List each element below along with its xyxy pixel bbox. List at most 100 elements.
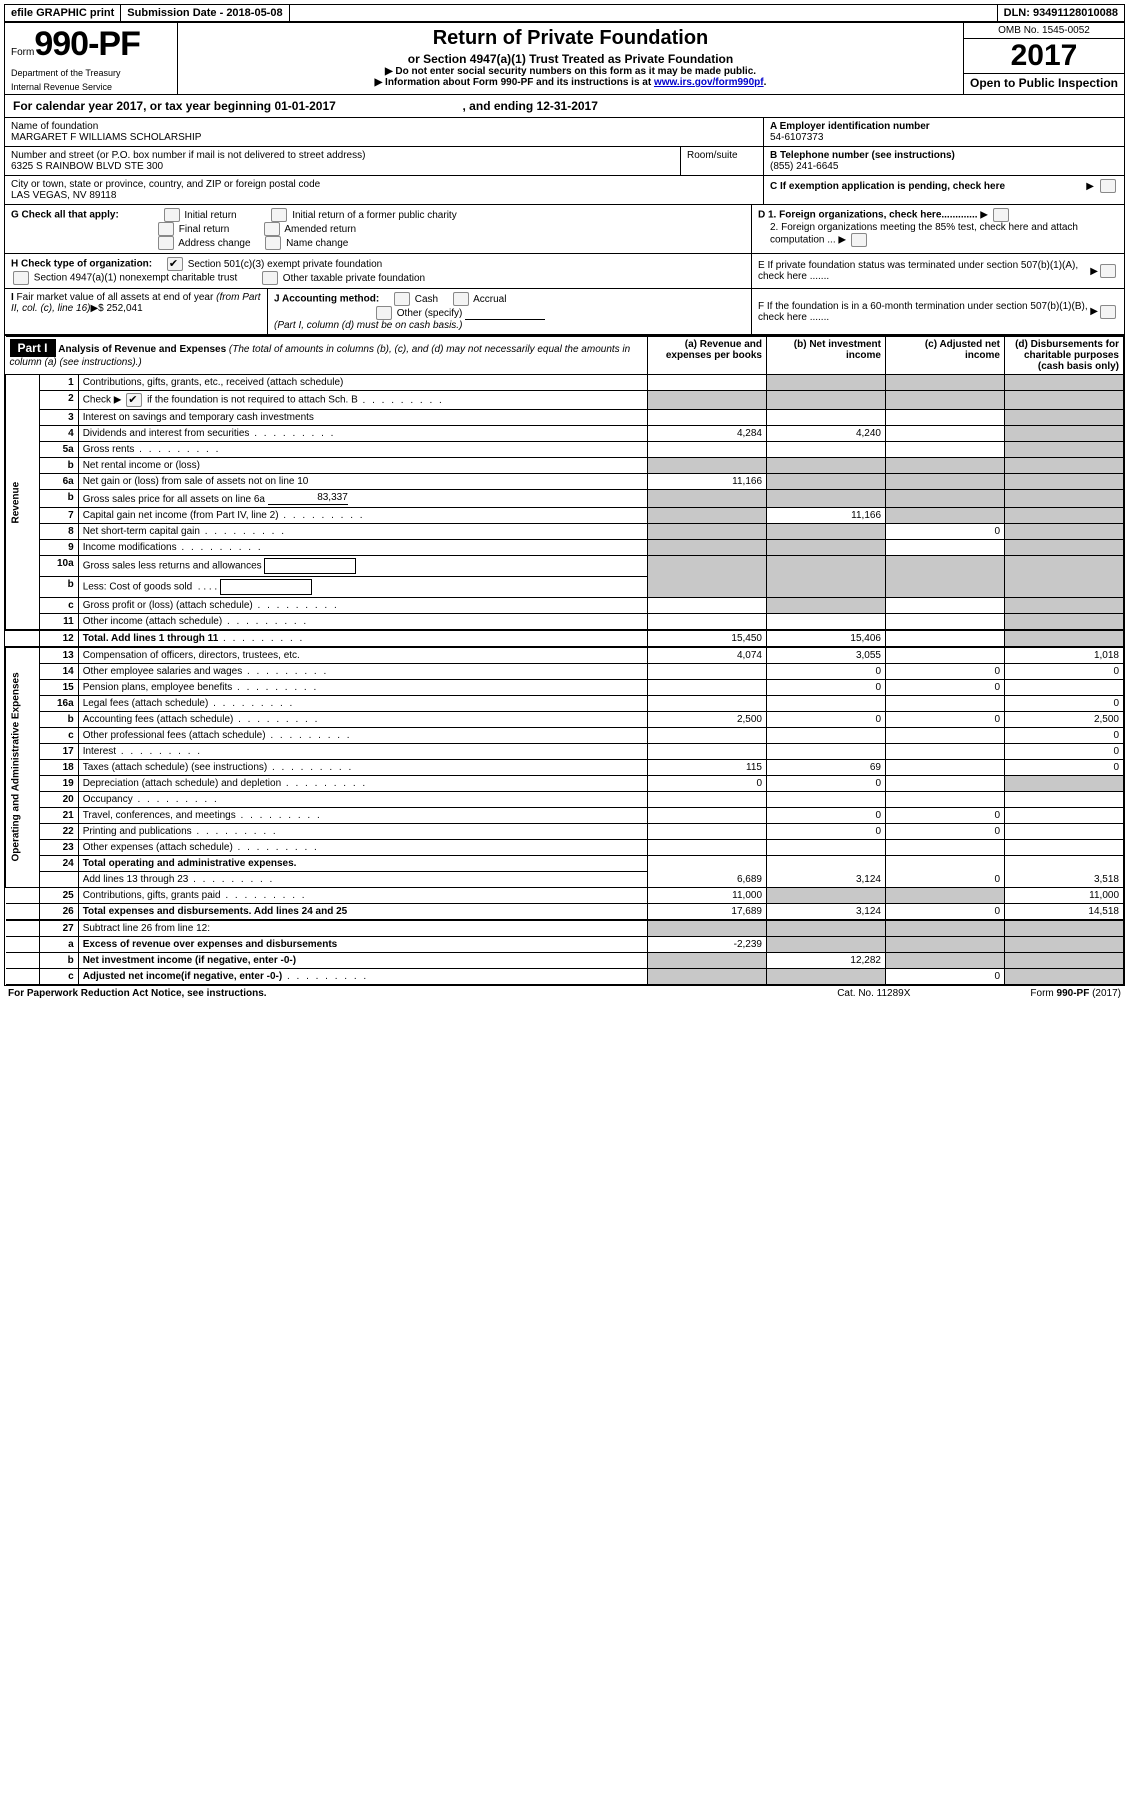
tel-label: B Telephone number (see instructions): [770, 150, 1118, 161]
g-amended[interactable]: [264, 222, 280, 236]
line10b-box[interactable]: [220, 579, 312, 595]
ein-label: A Employer identification number: [770, 121, 1118, 132]
table-row: 21Travel, conferences, and meetings00: [6, 808, 1124, 824]
ssn-note: ▶ Do not enter social security numbers o…: [186, 66, 955, 77]
sch-b-checkbox[interactable]: [126, 393, 142, 407]
part1-title: Analysis of Revenue and Expenses: [58, 344, 226, 355]
expenses-sidelabel: Operating and Administrative Expenses: [6, 647, 40, 888]
info-note: ▶ Information about Form 990-PF and its …: [186, 77, 955, 88]
g-name-change[interactable]: [265, 236, 281, 250]
form-title: Return of Private Foundation: [186, 27, 955, 50]
h-other[interactable]: [262, 271, 278, 285]
g-address-change[interactable]: [158, 236, 174, 250]
paperwork-notice: For Paperwork Reduction Act Notice, see …: [8, 988, 267, 999]
table-row: 19Depreciation (attach schedule) and dep…: [6, 776, 1124, 792]
c-checkbox[interactable]: [1100, 179, 1116, 193]
form-word: Form: [11, 47, 34, 58]
table-row: bNet rental income or (loss): [6, 458, 1124, 474]
part1-table: Part I Analysis of Revenue and Expenses …: [5, 336, 1124, 985]
table-row: 26Total expenses and disbursements. Add …: [6, 904, 1124, 921]
top-bar: efile GRAPHIC print Submission Date - 20…: [5, 5, 1124, 23]
section-i-j-f: I Fair market value of all assets at end…: [5, 289, 1124, 336]
table-row: 24Total operating and administrative exp…: [6, 856, 1124, 872]
h-4947[interactable]: [13, 271, 29, 285]
table-row: aExcess of revenue over expenses and dis…: [6, 937, 1124, 953]
col-c-header: (c) Adjusted net income: [886, 337, 1005, 375]
table-row: 8Net short-term capital gain0: [6, 524, 1124, 540]
table-row: 18Taxes (attach schedule) (see instructi…: [6, 760, 1124, 776]
table-row: bAccounting fees (attach schedule)2,5000…: [6, 712, 1124, 728]
table-row: 10aGross sales less returns and allowanc…: [6, 556, 1124, 577]
d2-checkbox[interactable]: [851, 233, 867, 247]
h-501c3[interactable]: [167, 257, 183, 271]
street-address: 6325 S RAINBOW BLVD STE 300: [11, 161, 674, 172]
dept-treasury: Department of the Treasury: [11, 68, 171, 78]
col-b-header: (b) Net investment income: [767, 337, 886, 375]
dln: DLN: 93491128010088: [998, 5, 1124, 21]
submission-date: Submission Date - 2018-05-08: [121, 5, 289, 21]
d1-checkbox[interactable]: [993, 208, 1009, 222]
j-other-input[interactable]: [465, 307, 545, 320]
g-final-return[interactable]: [158, 222, 174, 236]
form-number: 990-PF: [34, 25, 140, 63]
irs: Internal Revenue Service: [11, 82, 171, 92]
efile-print-button[interactable]: efile GRAPHIC print: [5, 5, 121, 21]
part1-label: Part I: [10, 339, 56, 357]
table-row: cOther professional fees (attach schedul…: [6, 728, 1124, 744]
name-label: Name of foundation: [11, 121, 757, 132]
section-h-e: H Check type of organization: Section 50…: [5, 254, 1124, 289]
col-a-header: (a) Revenue and expenses per books: [648, 337, 767, 375]
table-row: bNet investment income (if negative, ent…: [6, 953, 1124, 969]
omb-number: OMB No. 1545-0052: [964, 23, 1124, 39]
j-other-check[interactable]: [376, 306, 392, 320]
table-row: 14Other employee salaries and wages000: [6, 664, 1124, 680]
addr-label: Number and street (or P.O. box number if…: [11, 150, 674, 161]
form-container: efile GRAPHIC print Submission Date - 20…: [4, 4, 1125, 986]
e-checkbox[interactable]: [1100, 264, 1116, 278]
irs-link[interactable]: www.irs.gov/form990pf: [654, 77, 764, 88]
city-state-zip: LAS VEGAS, NV 89118: [11, 190, 757, 201]
calendar-year-row: For calendar year 2017, or tax year begi…: [5, 95, 1124, 118]
table-row: 23Other expenses (attach schedule): [6, 840, 1124, 856]
g-initial-former[interactable]: [271, 208, 287, 222]
table-row: 12Total. Add lines 1 through 1115,45015,…: [6, 630, 1124, 647]
room-suite-label: Room/suite: [681, 147, 763, 175]
tax-year: 2017: [964, 39, 1124, 74]
j-note: (Part I, column (d) must be on cash basi…: [274, 320, 462, 331]
info-grid: Name of foundation MARGARET F WILLIAMS S…: [5, 118, 1124, 205]
h-label: H Check type of organization:: [11, 259, 152, 270]
ein: 54-6107373: [770, 132, 1118, 143]
table-row: cAdjusted net income(if negative, enter …: [6, 969, 1124, 985]
table-row: 16aLegal fees (attach schedule)0: [6, 696, 1124, 712]
j-cash[interactable]: [394, 292, 410, 306]
table-row: 20Occupancy: [6, 792, 1124, 808]
table-row: Operating and Administrative Expenses 13…: [6, 647, 1124, 664]
table-row: 9Income modifications: [6, 540, 1124, 556]
table-row: 4Dividends and interest from securities4…: [6, 426, 1124, 442]
f-checkbox[interactable]: [1100, 305, 1116, 319]
section-g-d: G Check all that apply: Initial return I…: [5, 205, 1124, 254]
f-label: F If the foundation is in a 60-month ter…: [758, 301, 1090, 323]
table-row: 5aGross rents: [6, 442, 1124, 458]
j-accrual[interactable]: [453, 292, 469, 306]
col-d-header: (d) Disbursements for charitable purpose…: [1005, 337, 1124, 375]
page-footer: For Paperwork Reduction Act Notice, see …: [4, 986, 1125, 1001]
table-row: 25Contributions, gifts, grants paid11,00…: [6, 888, 1124, 904]
revenue-sidelabel: Revenue: [6, 375, 40, 631]
table-row: 2 Check ▶ if the foundation is not requi…: [6, 391, 1124, 410]
line6a-sales: 83,337: [268, 492, 348, 505]
telephone: (855) 241-6645: [770, 161, 1118, 172]
table-row: bGross sales price for all assets on lin…: [6, 490, 1124, 508]
table-row: 6aNet gain or (loss) from sale of assets…: [6, 474, 1124, 490]
line10a-box[interactable]: [264, 558, 356, 574]
g-initial-return[interactable]: [164, 208, 180, 222]
c-label: C If exemption application is pending, c…: [770, 181, 1086, 192]
table-row: 7Capital gain net income (from Part IV, …: [6, 508, 1124, 524]
d2-label: 2. Foreign organizations meeting the 85%…: [770, 222, 1078, 246]
table-row: 15Pension plans, employee benefits00: [6, 680, 1124, 696]
table-row: 27Subtract line 26 from line 12:: [6, 920, 1124, 937]
table-row: 11Other income (attach schedule): [6, 614, 1124, 631]
form-header: Form990-PF Department of the Treasury In…: [5, 23, 1124, 95]
table-row: 17Interest0: [6, 744, 1124, 760]
table-row: cGross profit or (loss) (attach schedule…: [6, 598, 1124, 614]
